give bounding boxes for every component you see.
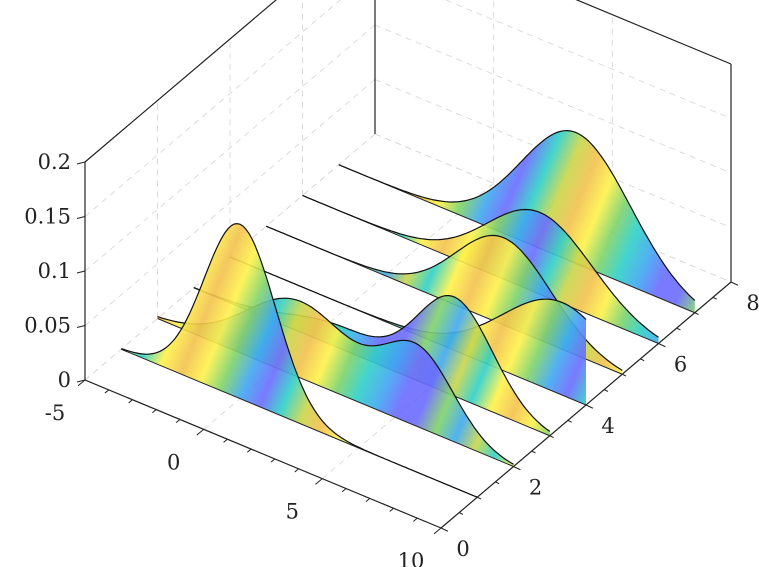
ridges-layer [121,129,696,498]
grid-line-leftwall-z [84,24,376,272]
z-tick-mark [76,325,86,328]
x-tick-mark [413,517,418,522]
x-tick-mark [196,428,204,436]
axis-box-edge [84,379,442,529]
z-tick-mark [76,379,86,383]
y-tick-label: 4 [601,414,614,438]
y-tick-mark [640,358,645,362]
y-tick-label: 6 [674,353,687,377]
grid-line-leftwall-z [84,0,341,217]
x-tick-mark [389,507,394,512]
y-tick-mark [440,527,449,532]
x-tick-mark [270,458,276,463]
z-tick-label: 0 [58,368,71,392]
x-tick-mark [152,409,157,414]
ridge-density-curve [302,194,659,338]
z-tick-label: 0.15 [24,205,71,229]
grid-line-backwall-z [575,0,732,65]
y-tick-mark [603,389,609,392]
ridge-density-curve [121,222,478,498]
ticks-layer: -5 0 5 10 0 2 4 6 8 0 0.05 0.1 0.15 0.2 [24,150,759,567]
y-tick-mark [694,312,699,316]
y-tick-mark [477,496,482,500]
ridge-series-y1 [121,222,478,498]
y-tick-label: 8 [746,291,759,315]
y-tick-mark [513,466,521,471]
y-tick-mark [676,327,681,331]
x-tick-label: 0 [167,450,180,474]
x-tick-mark [315,478,323,485]
x-tick-mark [433,527,442,535]
x-tick-mark [128,399,133,404]
y-tick-mark [458,512,464,515]
y-tick-mark [549,435,554,439]
x-tick-mark [365,498,371,502]
x-tick-mark [341,488,347,493]
x-tick-mark [175,419,181,424]
z-tick-label: 0.2 [38,150,71,174]
x-tick-mark [104,389,110,394]
x-tick-mark [77,379,86,387]
axes-layer [84,0,732,529]
y-tick-mark [531,450,536,454]
y-tick-label: 0 [456,537,469,561]
z-tick-label: 0.1 [38,259,71,283]
z-tick-mark [76,216,86,219]
z-tick-label: 0.05 [24,314,71,338]
x-tick-label: -5 [45,401,65,425]
grid-line-backwall-z [374,24,732,174]
grid-line-leftwall-z [84,79,376,326]
y-tick-mark [712,296,717,300]
x-tick-mark [246,448,252,453]
x-tick-mark [223,438,228,443]
x-tick-label: 10 [398,549,425,567]
ridge-fill [121,223,478,498]
y-tick-mark [658,343,666,348]
x-tick-mark [294,468,299,473]
grid-line-backwall-z [444,0,732,119]
y-tick-mark [622,373,627,377]
y-tick-mark [567,419,572,423]
y-tick-mark [730,281,739,286]
z-tick-mark [76,161,86,165]
z-tick-mark [76,270,86,274]
x-tick-label: 5 [286,500,299,524]
y-tick-mark [585,404,594,409]
y-tick-label: 2 [529,476,542,500]
ridge-density-curve [338,129,696,301]
axis-box-edge [84,0,277,163]
axis-box-edge [575,0,732,65]
y-tick-mark [495,481,500,485]
